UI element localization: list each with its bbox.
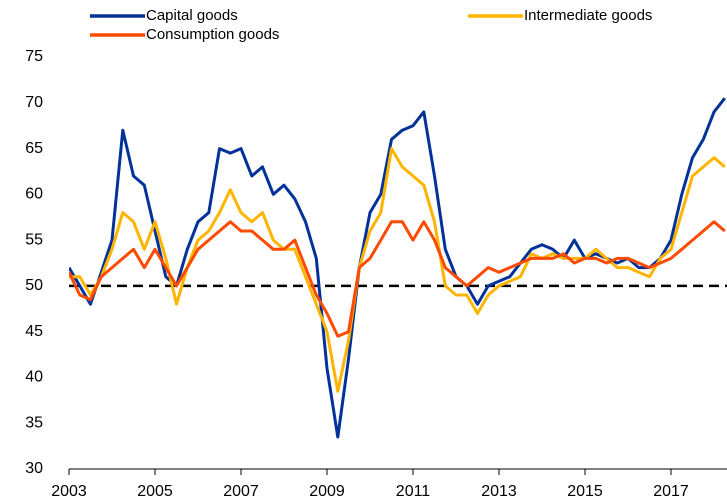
series-line	[69, 97, 726, 439]
y-tick-label: 45	[25, 323, 43, 340]
y-tick-label: 55	[25, 231, 43, 248]
y-tick-label: 75	[25, 48, 43, 65]
legend-label: Capital goods	[146, 7, 238, 24]
x-tick-label: 2005	[137, 483, 173, 500]
plot-area	[69, 97, 727, 439]
y-tick-label: 50	[25, 277, 43, 294]
y-tick-label: 65	[25, 140, 43, 157]
x-tick-label: 2015	[567, 483, 603, 500]
x-tick-label: 2013	[481, 483, 517, 500]
legend-label: Consumption goods	[146, 26, 279, 43]
x-tick-label: 2007	[223, 483, 259, 500]
y-tick-label: 70	[25, 94, 43, 111]
x-tick-label: 2003	[51, 483, 87, 500]
x-tick-label: 2011	[396, 483, 431, 500]
legend-label: Intermediate goods	[524, 7, 652, 24]
series-line	[69, 220, 726, 338]
y-tick-label: 40	[25, 369, 43, 386]
y-tick-label: 60	[25, 186, 43, 203]
x-tick-label: 2017	[653, 483, 689, 500]
series-line	[69, 147, 726, 393]
x-tick-label: 2009	[309, 483, 345, 500]
y-tick-label: 30	[25, 460, 43, 477]
y-tick-label: 35	[25, 414, 43, 431]
